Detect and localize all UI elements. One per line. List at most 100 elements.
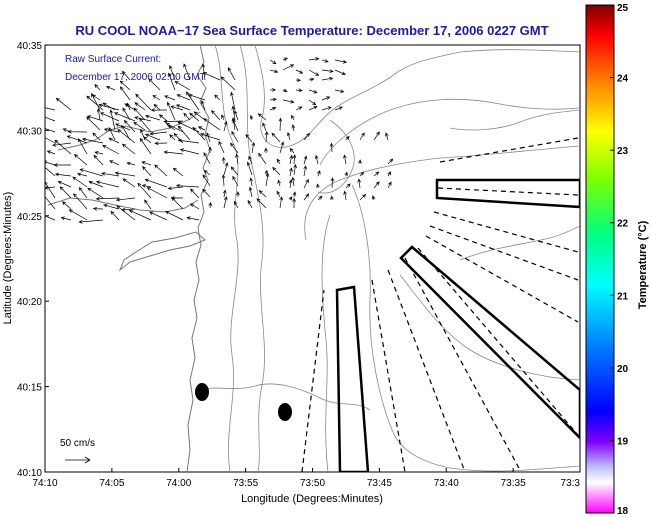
current-vector-arrow [282,99,295,104]
current-vector-arrow [292,191,297,198]
current-vector-arrow [73,153,88,166]
current-vector-arrow [282,57,289,62]
current-vector-arrow [121,70,131,81]
current-vector-arrow [177,125,191,141]
current-vector-arrow [95,180,120,188]
current-vector-arrow [334,89,345,94]
current-vector-arrow [60,216,72,221]
x-tick-label: 73:50 [300,478,325,489]
current-vector-arrow [183,63,191,81]
current-vector-arrow [203,170,211,176]
current-vector-arrow [78,138,88,155]
current-vector-arrow [103,127,120,133]
buoy-marker [278,403,292,421]
colorbar-ticks: 25 24 23 22 21 20 19 18 [610,3,629,517]
current-vector-arrow [358,159,362,165]
current-vector-arrow [272,166,281,176]
current-vector-arrow [57,180,72,188]
current-vector-arrow [230,166,239,176]
current-vector-arrow [249,114,254,121]
current-vector-arrow [133,121,146,131]
current-vector-arrow [154,164,168,177]
chart-title: RU COOL NOAA−17 Sea Surface Temperature:… [75,23,548,38]
current-vector-arrow [139,137,152,155]
current-vector-arrow [175,183,200,188]
current-vector-arrow [201,100,206,111]
current-vector-arrow [146,187,168,199]
current-vector-arrow [329,142,334,153]
current-vector-arrow [54,172,72,177]
current-vector-arrow [232,175,239,187]
current-vector-arrow [101,171,120,177]
contour-3 [239,45,265,472]
current-vector-arrow [144,178,168,188]
inland-outline-2 [47,197,199,213]
current-vector-arrow [55,97,72,111]
current-vector-arrow [94,84,101,91]
y-tick-label: 40:35 [17,41,42,52]
current-vector-arrow [68,209,88,221]
x-axis-label: Longitude (Degrees:Minutes) [241,493,383,505]
current-vector-arrow [188,93,206,101]
current-vector-arrow [78,219,104,224]
current-vector-arrow [189,112,200,122]
current-vector-arrow [292,154,297,165]
current-vector-arrow [148,78,161,91]
current-vector-arrow [119,86,131,101]
current-vector-arrow [177,138,200,144]
colorbar-tick-label: 18 [617,506,629,517]
current-vector-arrow [105,85,116,91]
x-tick-label: 74:10 [32,478,57,489]
current-vector-arrow [192,126,206,141]
current-vector-arrow [190,188,200,199]
contour-5 [304,145,580,241]
current-vector-arrow [46,150,56,155]
current-vector-arrow [373,171,380,177]
current-vector-arrow [265,172,270,187]
current-vector-arrow [126,161,136,166]
current-vector-arrow [334,106,343,111]
current-vector-arrow [59,186,72,199]
current-vector-arrow [222,189,227,198]
current-vector-arrow [172,167,184,177]
current-vector-arrow [289,147,295,154]
current-vector-arrow [114,171,136,177]
current-vector-arrow [203,118,221,131]
colorbar-tick-label: 21 [617,291,629,302]
current-vector-arrow [286,131,291,141]
current-vector-arrow [102,144,120,155]
current-vector-arrow [227,67,236,81]
current-vector-arrow [119,80,131,91]
current-vector-arrow [289,154,293,165]
current-vector-arrow [256,198,267,209]
current-vector-arrow [179,148,200,155]
current-vector-arrow [144,199,152,210]
current-vector-arrow [246,161,253,176]
current-vector-arrow [45,128,56,133]
current-vector-arrow [359,132,365,141]
current-vector-arrow [308,69,320,76]
current-vector-arrow [149,131,168,136]
current-vector-arrow [314,154,319,165]
contour-12 [449,109,580,131]
current-vector-arrow [269,69,279,74]
inland-outline [57,111,201,151]
current-vector-arrow [45,181,56,199]
current-vector-arrow [387,181,392,189]
current-vector-arrow [186,216,200,221]
current-vector-arrow [236,191,240,198]
current-vector-arrow [308,77,315,82]
current-vector-arrow [81,137,104,144]
current-vector-arrow [223,120,228,132]
current-vector-arrow [174,80,191,91]
x-tick-label: 73:55 [233,478,258,489]
current-vector-arrow [164,95,176,101]
current-vector-arrow [206,132,211,143]
current-vector-arrow [67,129,88,134]
current-vector-arrow [166,101,176,121]
buoy-marker [195,383,209,401]
current-vector-arrow [92,206,104,211]
current-vector-arrow [288,179,293,189]
current-vector-arrow [170,105,184,111]
current-vector-arrow [269,107,277,111]
